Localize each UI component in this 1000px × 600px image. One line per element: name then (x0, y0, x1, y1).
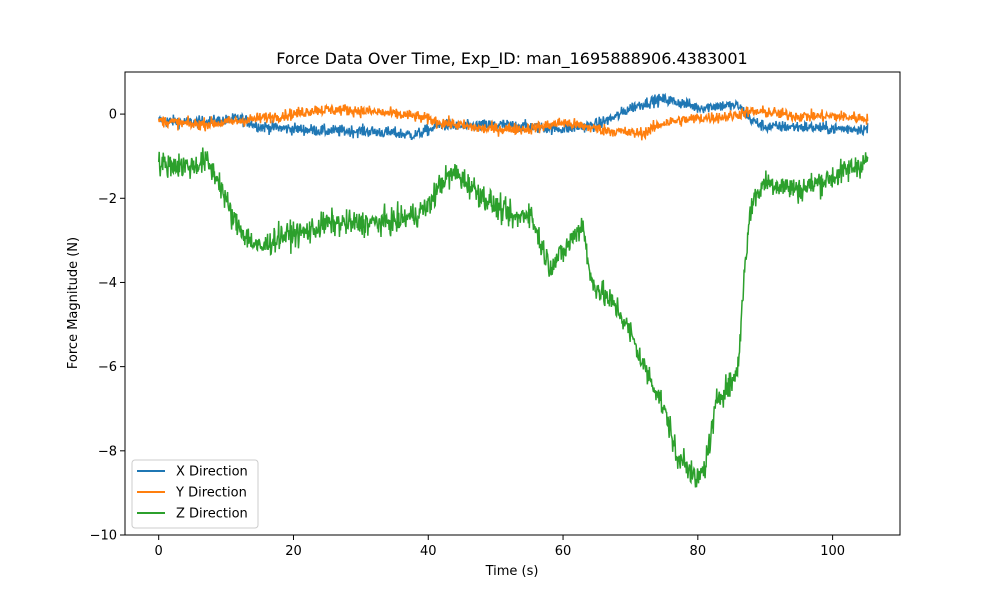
y-tick-label: −8 (98, 444, 117, 459)
y-tick-label: −4 (98, 276, 117, 291)
legend-label: X Direction (176, 465, 248, 480)
plot-lines (157, 92, 869, 488)
legend: X Direction Y Direction Z Direction (131, 459, 259, 529)
y-tick-label: −2 (98, 192, 117, 207)
y-tick-label: −10 (90, 529, 117, 544)
x-axis-ticks: 0 20 40 60 80 100 (155, 535, 845, 559)
series-line-1 (158, 92, 869, 141)
series-line-2 (157, 103, 869, 141)
x-tick-label: 80 (690, 544, 707, 559)
legend-box (131, 459, 259, 529)
legend-label: Z Direction (176, 507, 248, 522)
y-tick-label: −6 (98, 360, 117, 375)
legend-label: Y Direction (175, 486, 247, 501)
series-line-3 (157, 147, 869, 488)
x-tick-label: 60 (555, 544, 572, 559)
x-tick-label: 0 (155, 544, 163, 559)
x-tick-label: 40 (420, 544, 437, 559)
chart-title: Force Data Over Time, Exp_ID: man_169588… (276, 49, 747, 69)
y-tick-label: 0 (109, 108, 117, 123)
x-axis-label: Time (s) (485, 564, 539, 579)
y-axis-ticks: −10 −8 −6 −4 −2 0 (90, 108, 125, 544)
y-axis-label: Force Magnitude (N) (66, 237, 81, 369)
plot-frame (124, 71, 901, 536)
x-tick-label: 100 (820, 544, 845, 559)
x-tick-label: 20 (285, 544, 302, 559)
